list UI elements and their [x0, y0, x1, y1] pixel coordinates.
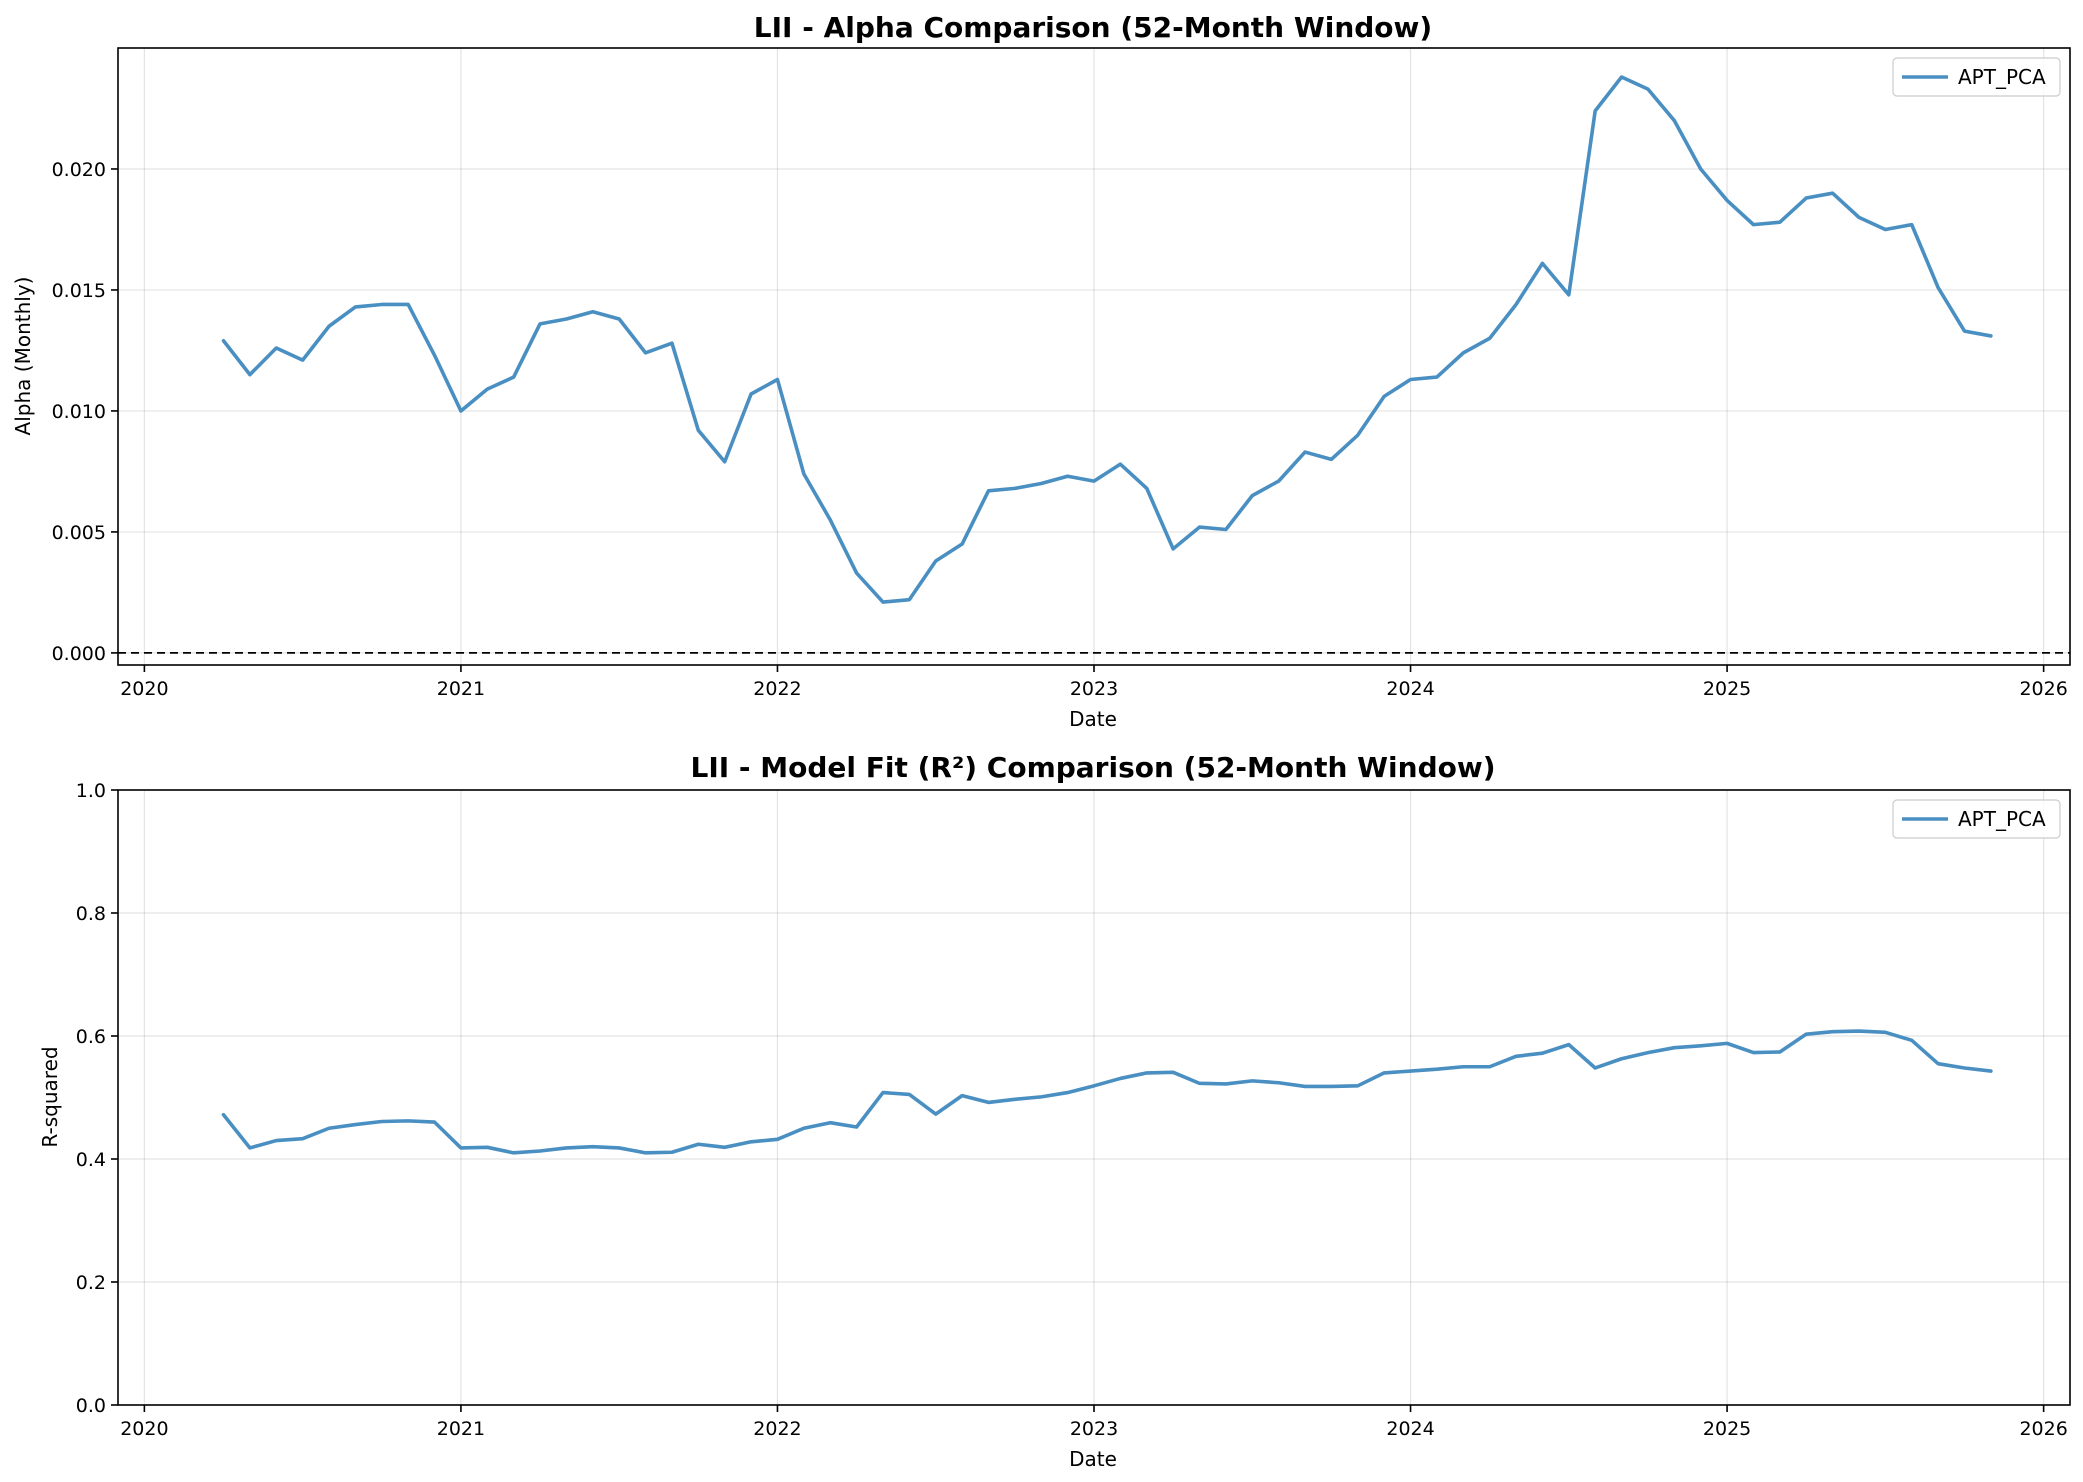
rsquared-x-tick-label-2020: 2020 [120, 1418, 168, 1440]
alpha-y-ticks: 0.000 0.005 0.010 0.015 0.020 [52, 159, 118, 665]
alpha-x-tick-label-2020: 2020 [120, 678, 168, 700]
alpha-y-axis-label: Alpha (Monthly) [11, 277, 35, 436]
alpha-x-tick-label-2023: 2023 [1070, 678, 1118, 700]
rsquared-legend-label: APT_PCA [1958, 807, 2046, 831]
alpha-x-tick-label-2026: 2026 [2019, 678, 2067, 700]
rsquared-x-tick-label-2024: 2024 [1386, 1418, 1434, 1440]
alpha-chart: LII - Alpha Comparison (52-Month Window)… [11, 11, 2071, 731]
alpha-x-axis-label: Date [1069, 707, 1117, 731]
rsquared-x-tick-label-2021: 2021 [437, 1418, 485, 1440]
rsquared-series-group [221, 1029, 1993, 1155]
rsquared-x-tick-label-2025: 2025 [1703, 1418, 1751, 1440]
rsquared-chart: LII - Model Fit (R²) Comparison (52-Mont… [38, 751, 2071, 1471]
alpha-x-tick-label-2025: 2025 [1703, 678, 1751, 700]
rsquared-legend-box [1892, 799, 2061, 839]
alpha-y-tick-label-0.020: 0.020 [52, 159, 106, 181]
rsquared-y-tick-label-0.2: 0.2 [76, 1272, 106, 1294]
rsquared-legend: APT_PCA [1892, 799, 2061, 839]
alpha-legend: APT_PCA [1892, 57, 2061, 97]
rsquared-y-tick-label-0.0: 0.0 [76, 1395, 106, 1417]
rsquared-x-tick-label-2023: 2023 [1070, 1418, 1118, 1440]
rsquared-y-ticks: 0.0 0.2 0.4 0.6 0.8 1.0 [76, 780, 118, 1417]
alpha-series-line-apt_pca [221, 75, 1993, 604]
alpha-series-group [221, 75, 1993, 604]
alpha-legend-label: APT_PCA [1958, 65, 2046, 89]
rsquared-y-tick-label-0.6: 0.6 [76, 1026, 106, 1048]
alpha-legend-box [1892, 57, 2061, 97]
alpha-x-ticks: 2020 2021 2022 2023 2024 2025 2026 [120, 665, 2068, 700]
rsquared-y-tick-label-0.4: 0.4 [76, 1149, 106, 1171]
rsquared-series-line-apt_pca [221, 1029, 1993, 1155]
alpha-y-tick-label-0.010: 0.010 [52, 401, 106, 423]
alpha-chart-title: LII - Alpha Comparison (52-Month Window) [754, 11, 1432, 44]
rsquared-chart-title: LII - Model Fit (R²) Comparison (52-Mont… [690, 751, 1495, 784]
alpha-y-tick-label-0.005: 0.005 [52, 522, 106, 544]
rsquared-y-axis-label: R-squared [38, 1046, 62, 1147]
rsquared-x-tick-label-2026: 2026 [2019, 1418, 2067, 1440]
alpha-x-tick-label-2024: 2024 [1386, 678, 1434, 700]
alpha-x-tick-label-2021: 2021 [437, 678, 485, 700]
rsquared-grid [118, 789, 2070, 1406]
rsquared-x-tick-label-2022: 2022 [753, 1418, 801, 1440]
alpha-x-tick-label-2022: 2022 [753, 678, 801, 700]
rsquared-x-ticks: 2020 2021 2022 2023 2024 2025 2026 [120, 1405, 2068, 1440]
alpha-grid [118, 48, 2070, 665]
rsquared-y-tick-label-1.0: 1.0 [76, 780, 106, 802]
rsquared-x-axis-label: Date [1069, 1447, 1117, 1471]
alpha-y-tick-label-0.015: 0.015 [52, 280, 106, 302]
alpha-y-tick-label-0.000: 0.000 [52, 643, 106, 665]
rsquared-y-tick-label-0.8: 0.8 [76, 903, 106, 925]
